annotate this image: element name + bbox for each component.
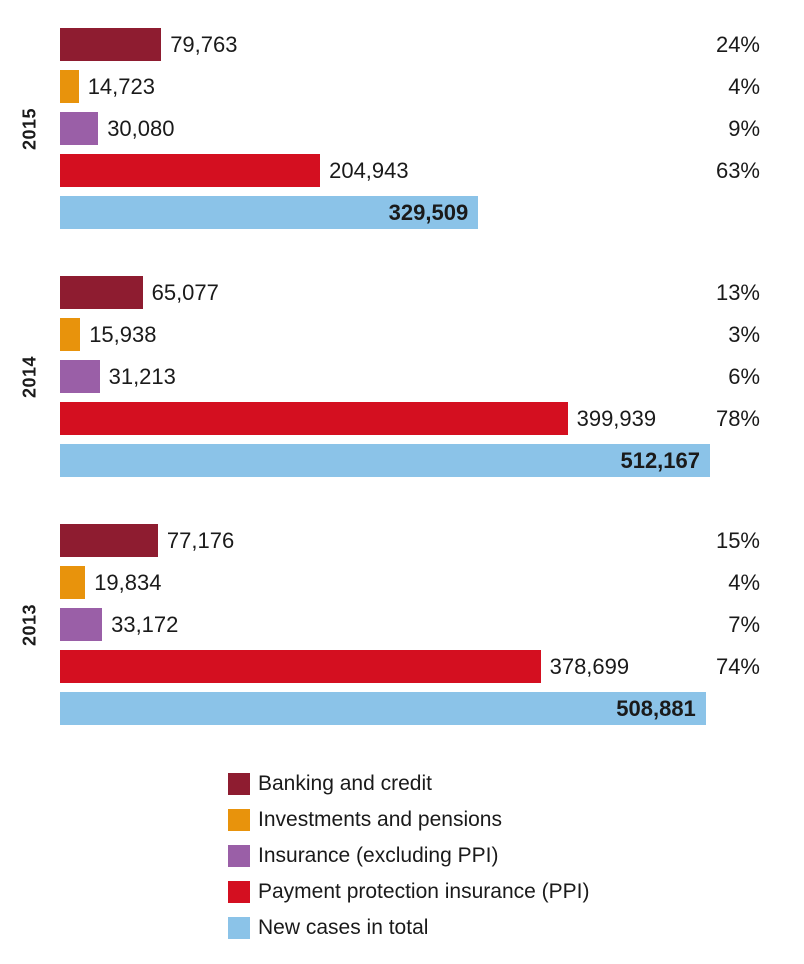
bar-row: 65,077 13% bbox=[60, 276, 804, 309]
bar-3 bbox=[60, 360, 100, 393]
bar-row: 30,080 9% bbox=[60, 112, 804, 145]
total-bar-row: 508,881 bbox=[60, 692, 804, 725]
bar-value-label: 14,723 bbox=[87, 73, 155, 99]
bar-value-label: 378,699 bbox=[549, 653, 630, 679]
legend-item: Investments and pensions bbox=[228, 808, 804, 832]
year-axis: 2013 bbox=[0, 524, 60, 725]
bar-1 bbox=[60, 524, 158, 557]
bar-3 bbox=[60, 608, 103, 641]
bar-area: 65,077 13% 15,938 3% 31,213 6% 399,939 78% 512,1… bbox=[60, 276, 804, 477]
legend-label: Payment protection insurance (PPI) bbox=[258, 880, 590, 903]
legend-swatch bbox=[228, 917, 250, 939]
year-group: 2014 65,077 13% 15,938 3% 31,213 6% 399,939 78% 5… bbox=[0, 276, 804, 477]
total-bar: 512,167 bbox=[60, 444, 710, 477]
bar-value-label: 79,763 bbox=[170, 31, 238, 57]
bar-row: 31,213 6% bbox=[60, 360, 804, 393]
bar-row: 77,176 15% bbox=[60, 524, 804, 557]
bar-value-label: 19,834 bbox=[94, 569, 162, 595]
bar-value-label: 30,080 bbox=[107, 115, 175, 141]
total-bar-row: 512,167 bbox=[60, 444, 804, 477]
year-label: 2014 bbox=[19, 355, 40, 398]
year-label: 2013 bbox=[19, 603, 40, 646]
year-group: 2015 79,763 24% 14,723 4% 30,080 9% 204,943 63% 3… bbox=[0, 28, 804, 229]
total-value-label: 512,167 bbox=[620, 447, 700, 473]
bar-percentage: 7% bbox=[728, 611, 760, 637]
bar-percentage: 63% bbox=[715, 157, 760, 183]
bar-row: 15,938 3% bbox=[60, 318, 804, 351]
bar-row: 399,939 78% bbox=[60, 402, 804, 435]
legend-item: Insurance (excluding PPI) bbox=[228, 844, 804, 868]
bar-row: 19,834 4% bbox=[60, 566, 804, 599]
bar-percentage: 4% bbox=[728, 73, 760, 99]
legend-item: Payment protection insurance (PPI) bbox=[228, 880, 804, 904]
bar-percentage: 9% bbox=[728, 115, 760, 141]
bar-percentage: 24% bbox=[715, 31, 760, 57]
bar-percentage: 74% bbox=[715, 653, 760, 679]
bar-value-label: 399,939 bbox=[576, 405, 657, 431]
bar-percentage: 78% bbox=[715, 405, 760, 431]
bar-1 bbox=[60, 276, 143, 309]
bar-2 bbox=[60, 70, 79, 103]
year-label: 2015 bbox=[19, 107, 40, 150]
bar-value-label: 15,938 bbox=[89, 321, 157, 347]
bar-row: 204,943 63% bbox=[60, 154, 804, 187]
legend-swatch bbox=[228, 773, 250, 795]
total-bar: 329,509 bbox=[60, 196, 479, 229]
bar-area: 77,176 15% 19,834 4% 33,172 7% 378,699 74% 508,8… bbox=[60, 524, 804, 725]
bar-1 bbox=[60, 28, 162, 61]
bar-value-label: 65,077 bbox=[151, 279, 219, 305]
bar-2 bbox=[60, 318, 81, 351]
bar-4 bbox=[60, 650, 541, 683]
legend-label: Insurance (excluding PPI) bbox=[258, 844, 499, 867]
bar-percentage: 13% bbox=[715, 279, 760, 305]
bar-4 bbox=[60, 154, 321, 187]
legend-swatch bbox=[228, 845, 250, 867]
bar-value-label: 77,176 bbox=[166, 527, 235, 553]
legend-swatch bbox=[228, 881, 250, 903]
bar-percentage: 4% bbox=[728, 569, 760, 595]
bar-3 bbox=[60, 112, 99, 145]
bar-percentage: 15% bbox=[715, 527, 760, 553]
bar-row: 33,172 7% bbox=[60, 608, 804, 641]
year-axis: 2015 bbox=[0, 28, 60, 229]
total-value-label: 329,509 bbox=[388, 199, 469, 225]
bar-2 bbox=[60, 566, 86, 599]
legend-swatch bbox=[228, 809, 250, 831]
total-bar: 508,881 bbox=[60, 692, 706, 725]
bar-row: 79,763 24% bbox=[60, 28, 804, 61]
bar-value-label: 33,172 bbox=[111, 611, 179, 637]
bar-area: 79,763 24% 14,723 4% 30,080 9% 204,943 63% 329,5… bbox=[60, 28, 804, 229]
bar-percentage: 6% bbox=[728, 363, 760, 389]
legend: Banking and credit Investments and pensio… bbox=[228, 772, 804, 940]
complaints-bar-chart: 2015 79,763 24% 14,723 4% 30,080 9% 204,943 63% 3… bbox=[0, 28, 804, 725]
bar-row: 378,699 74% bbox=[60, 650, 804, 683]
legend-label: New cases in total bbox=[258, 916, 429, 939]
legend-item: New cases in total bbox=[228, 916, 804, 940]
bar-4 bbox=[60, 402, 568, 435]
bar-row: 14,723 4% bbox=[60, 70, 804, 103]
bar-value-label: 31,213 bbox=[108, 363, 176, 389]
year-axis: 2014 bbox=[0, 276, 60, 477]
year-group: 2013 77,176 15% 19,834 4% 33,172 7% 378,699 74% 5… bbox=[0, 524, 804, 725]
total-value-label: 508,881 bbox=[616, 695, 696, 721]
legend-label: Banking and credit bbox=[258, 772, 432, 795]
legend-item: Banking and credit bbox=[228, 772, 804, 796]
bar-percentage: 3% bbox=[728, 321, 760, 347]
bar-value-label: 204,943 bbox=[329, 157, 409, 183]
legend-label: Investments and pensions bbox=[258, 808, 502, 831]
total-bar-row: 329,509 bbox=[60, 196, 804, 229]
